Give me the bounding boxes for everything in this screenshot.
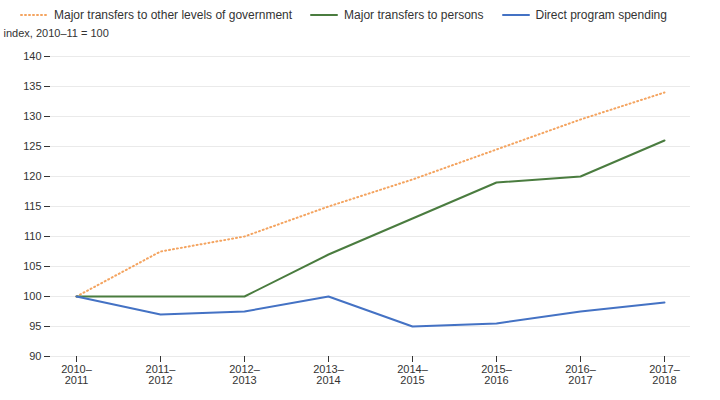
- svg-text:2011–2012: 2011–2012: [146, 363, 177, 386]
- html-text:Direct program spending: Direct program spending: [535, 8, 667, 22]
- svg-text:2012–2013: 2012–2013: [229, 363, 260, 386]
- svg-text:90: 90: [29, 350, 41, 362]
- svg-text:110: 110: [24, 230, 42, 242]
- svg-text:2010–2011: 2010–2011: [61, 363, 92, 386]
- svg-text:2015–2016: 2015–2016: [481, 363, 512, 386]
- svg-text:2016–2017: 2016–2017: [565, 363, 596, 386]
- html-text:Major transfers to other level: Major transfers to other levels of gover…: [54, 8, 293, 22]
- svg-text:95: 95: [29, 320, 41, 332]
- svg-text:135: 135: [23, 80, 41, 92]
- svg-text:120: 120: [23, 170, 41, 182]
- svg-text:125: 125: [23, 140, 41, 152]
- svg-text:140: 140: [23, 50, 41, 62]
- html-text:Major transfers to persons: Major transfers to persons: [344, 8, 484, 22]
- svg-text:100: 100: [23, 290, 41, 302]
- svg-text:130: 130: [23, 110, 41, 122]
- svg-text:2013–2014: 2013–2014: [313, 363, 344, 386]
- svg-text:105: 105: [23, 260, 41, 272]
- svg-text:2014–2015: 2014–2015: [397, 363, 428, 386]
- svg-text:2017–2018: 2017–2018: [649, 363, 680, 386]
- svg-text:index, 2010–11 = 100: index, 2010–11 = 100: [4, 27, 109, 39]
- svg-text:115: 115: [24, 200, 42, 212]
